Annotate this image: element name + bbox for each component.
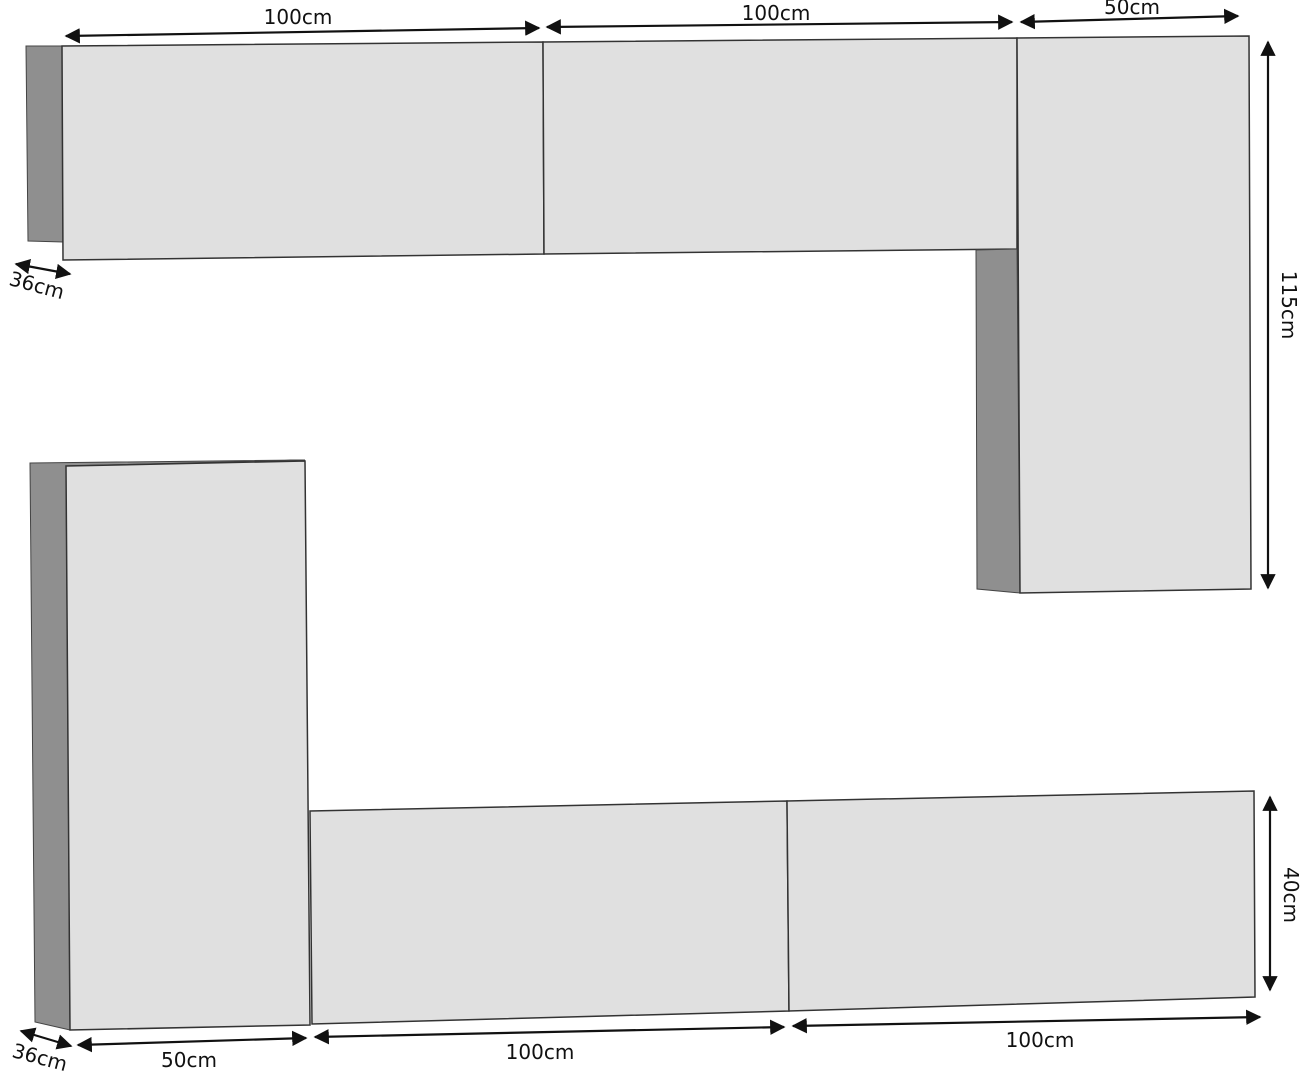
bottom-middle-cabinet-front: [309, 800, 790, 1025]
label-bottom-middle-width: 100cm: [506, 1040, 575, 1064]
dim-arrow-top-depth: [14, 258, 72, 280]
dim-arrow-bottom-depth: [19, 1027, 73, 1050]
dim-arrow-bottom-left: [76, 1030, 308, 1053]
dim-arrow-top-left: [64, 20, 541, 44]
top-left-cabinet-front: [61, 41, 545, 261]
label-tall-height: 115cm: [1277, 271, 1301, 340]
label-bottom-right-width: 100cm: [1006, 1028, 1075, 1052]
top-middle-cabinet-front: [542, 37, 1018, 255]
tall-left-cabinet-front: [65, 460, 311, 1031]
label-bottom-height: 40cm: [1279, 867, 1303, 923]
dim-arrow-top-middle: [545, 14, 1014, 35]
label-top-right-width: 50cm: [1104, 0, 1160, 19]
label-top-left-width: 100cm: [264, 5, 333, 29]
dim-arrow-top-right: [1019, 8, 1240, 30]
tall-right-side-panel: [975, 248, 1021, 594]
dim-arrow-bottom-middle: [313, 1019, 786, 1045]
label-top-middle-width: 100cm: [742, 1, 811, 25]
tall-right-cabinet-front: [1016, 35, 1252, 594]
dim-arrow-bottom-right: [791, 1009, 1262, 1034]
top-left-side-panel: [25, 45, 64, 243]
bottom-right-cabinet-front: [786, 790, 1256, 1012]
label-bottom-left-width: 50cm: [161, 1048, 217, 1072]
